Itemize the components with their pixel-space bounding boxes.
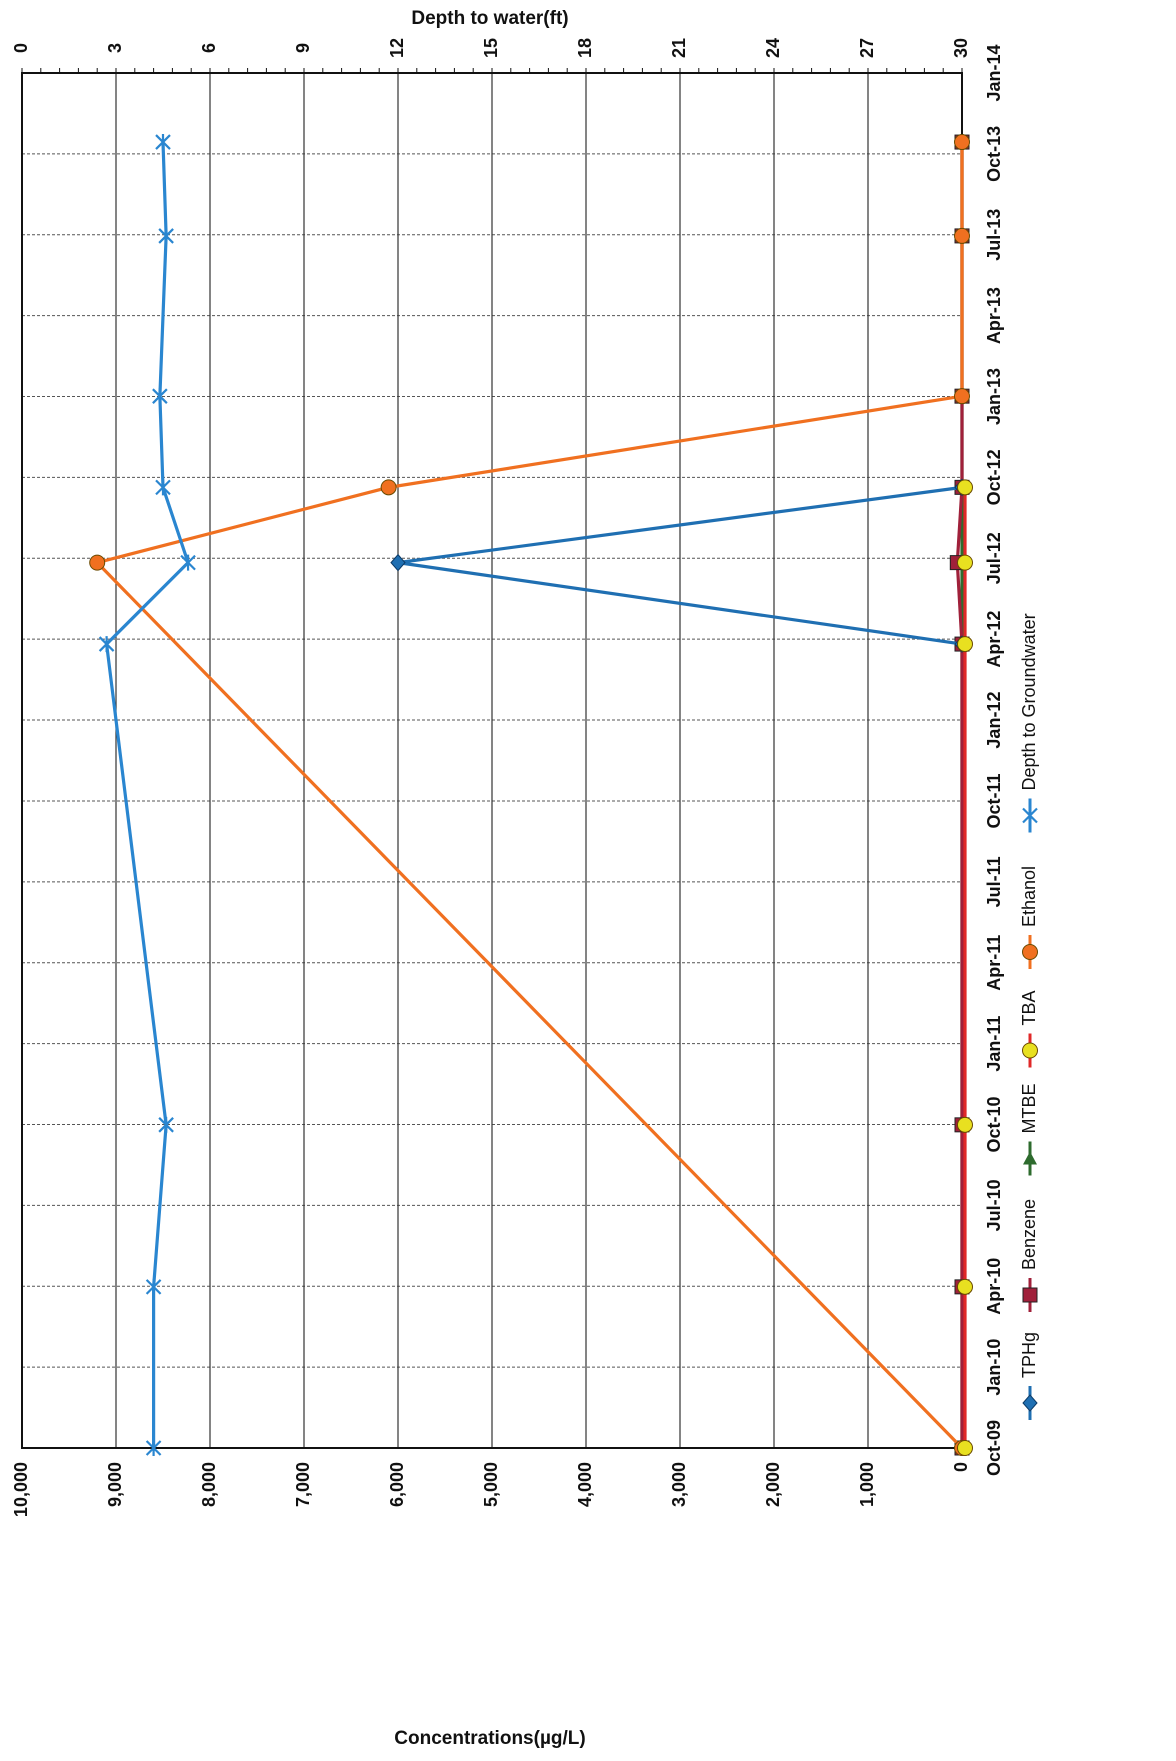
date-tick-label: Oct-10 [984, 1096, 1004, 1152]
depth-tick-label: 27 [857, 38, 877, 58]
concentration-tick-label: 4,000 [575, 1462, 595, 1507]
legend-label-tba: TBA [1019, 990, 1039, 1025]
date-tick-labels: Oct-09 Jan-10 Apr-10 Jul-10 Oct-10 Jan-11 Apr-… [984, 44, 1004, 1476]
legend-item-benzene: Benzene [1019, 1199, 1039, 1312]
legend-label-ethanol: Ethanol [1019, 866, 1039, 927]
date-tick-label: Jan-10 [984, 1339, 1004, 1396]
concentration-tick-label: 5,000 [481, 1462, 501, 1507]
legend-marker-benzene [1022, 1287, 1038, 1303]
legend-item-ethanol: Ethanol [1019, 866, 1039, 969]
concentration-tick-label: 10,000 [11, 1462, 31, 1517]
legend-label-benzene: Benzene [1019, 1199, 1039, 1270]
concentration-tick-label: 8,000 [199, 1462, 219, 1507]
legend-marker-depth-to-groundwater [1022, 807, 1038, 824]
legend-marker-mtbe [1023, 1151, 1037, 1165]
date-tick-label: Jul-12 [984, 532, 1004, 584]
data-point-depth-to-groundwater [155, 479, 171, 496]
depth-tick-label: 6 [199, 43, 219, 53]
data-point-ethanol [954, 388, 970, 405]
data-point-depth-to-groundwater [180, 554, 196, 571]
data-point-depth-to-groundwater [152, 388, 168, 405]
legend-item-tphg: TPHg [1019, 1332, 1039, 1420]
concentration-tick-label: 9,000 [105, 1462, 125, 1507]
legend-label-mtbe: MTBE [1019, 1083, 1039, 1133]
concentration-tick-label: 6,000 [387, 1462, 407, 1507]
depth-tick-labels: 0 3 6 9 12 15 18 21 24 27 30 [11, 38, 971, 58]
data-point-depth-to-groundwater [145, 1440, 162, 1456]
grid [21, 68, 963, 1449]
depth-tick-label: 0 [11, 43, 31, 53]
legend-marker-tphg [1022, 1394, 1038, 1412]
depth-axis-title: Depth to water(ft) [411, 8, 568, 29]
data-point-depth-to-groundwater [158, 227, 174, 244]
series-layer [89, 134, 973, 1456]
data-point-tphg [390, 553, 406, 572]
legend: TPHg Benzene MTBE TBA Ethanol Depth to Ground… [1019, 613, 1039, 1420]
concentration-tick-labels: 0 1,000 2,000 3,000 4,000 5,000 6,000 7,000 8,00… [11, 1462, 971, 1517]
depth-tick-label: 9 [293, 43, 313, 53]
legend-item-mtbe: MTBE [1019, 1083, 1039, 1176]
data-point-ethanol [954, 134, 970, 151]
concentration-tick-label: 3,000 [669, 1462, 689, 1507]
date-tick-label: Jul-10 [984, 1179, 1004, 1231]
date-tick-label: Oct-13 [984, 126, 1004, 182]
data-point-tba [957, 1116, 973, 1133]
concentration-tick-label: 1,000 [857, 1462, 877, 1507]
series-line-depth-to-groundwater [104, 142, 190, 1448]
data-point-tba [957, 636, 973, 653]
date-tick-label: Jan-12 [984, 692, 1004, 749]
legend-item-tba: TBA [1019, 990, 1039, 1068]
series-tba [957, 479, 973, 1456]
date-tick-label: Jul-11 [984, 856, 1004, 907]
date-tick-label: Oct-12 [984, 449, 1004, 505]
concentration-tick-label: 7,000 [293, 1462, 313, 1507]
legend-marker-ethanol [1022, 944, 1038, 960]
date-tick-label: Oct-11 [984, 773, 1004, 828]
date-tick-label: Jan-14 [984, 44, 1004, 101]
concentration-tick-label: 2,000 [763, 1462, 783, 1507]
date-tick-label: Apr-11 [984, 935, 1004, 991]
data-point-ethanol [89, 554, 106, 571]
legend-item-depth-to-groundwater: Depth to Groundwater [1019, 613, 1039, 833]
date-tick-label: Apr-10 [984, 1258, 1004, 1315]
data-point-depth-to-groundwater [145, 1278, 162, 1295]
data-point-tba [957, 1278, 973, 1295]
series-ethanol [89, 134, 970, 1456]
concentration-tick-label: 0 [951, 1462, 971, 1472]
data-point-tba [957, 1440, 973, 1456]
date-tick-label: Jul-13 [984, 209, 1004, 261]
depth-tick-label: 15 [481, 38, 501, 58]
concentration-axis-title: Concentrations(µg/L) [394, 1728, 585, 1749]
depth-tick-label: 3 [105, 43, 125, 53]
series-depth-to-groundwater [98, 134, 196, 1456]
legend-marker-tba [1022, 1042, 1038, 1059]
data-point-ethanol [380, 479, 397, 496]
data-point-depth-to-groundwater [158, 1116, 174, 1133]
legend-label-depth-to-groundwater: Depth to Groundwater [1019, 613, 1039, 790]
date-tick-label: Oct-09 [984, 1420, 1004, 1476]
data-point-tba [957, 479, 973, 496]
date-tick-label: Jan-13 [984, 368, 1004, 425]
legend-label-tphg: TPHg [1019, 1332, 1039, 1378]
date-tick-label: Apr-12 [984, 611, 1004, 668]
depth-tick-label: 24 [763, 38, 783, 58]
data-point-depth-to-groundwater [155, 134, 171, 151]
depth-tick-label: 12 [387, 38, 407, 58]
data-point-depth-to-groundwater [98, 636, 115, 653]
depth-tick-label: 18 [575, 38, 595, 58]
date-tick-label: Apr-13 [984, 287, 1004, 344]
data-point-ethanol [954, 227, 970, 244]
date-tick-label: Jan-11 [984, 1016, 1004, 1072]
data-point-tba [957, 554, 973, 571]
depth-tick-label: 21 [669, 38, 689, 58]
series-line-ethanol [95, 142, 964, 1450]
depth-tick-label: 30 [951, 38, 971, 58]
